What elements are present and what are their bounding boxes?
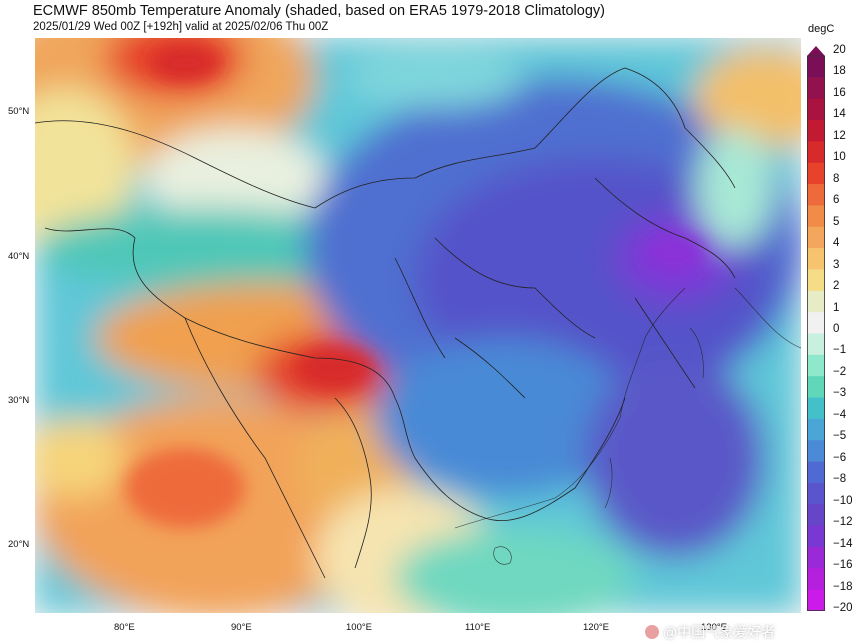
colorbar-tick-label: −16 bbox=[833, 559, 853, 572]
lat-label-50: 50°N bbox=[8, 106, 30, 117]
lon-label-100: 100°E bbox=[346, 622, 372, 633]
coastlines bbox=[454, 287, 801, 565]
colorbar-segment bbox=[807, 290, 825, 313]
colorbar-tick-label: 10 bbox=[833, 151, 846, 164]
colorbar-tick-label: 20 bbox=[833, 44, 846, 56]
anomaly-field bbox=[35, 38, 801, 613]
colorbar-segment bbox=[807, 226, 825, 249]
colorbar-tick-label: −1 bbox=[833, 344, 847, 357]
colorbar-extend-arrow bbox=[807, 46, 825, 56]
colorbar-segment bbox=[807, 461, 825, 484]
colorbar-segment bbox=[807, 77, 825, 100]
chart-subtitle: 2025/01/29 Wed 00Z [+192h] valid at 2025… bbox=[33, 21, 329, 33]
colorbar-segment bbox=[807, 525, 825, 548]
colorbar-segment bbox=[807, 440, 825, 463]
colorbar-segment bbox=[807, 162, 825, 185]
watermark-text: @中国气象爱好者 bbox=[663, 624, 776, 640]
chart-title: ECMWF 850mb Temperature Anomaly (shaded,… bbox=[33, 3, 605, 19]
colorbar-tick-label: 8 bbox=[833, 172, 840, 185]
colorbar-segment bbox=[807, 312, 825, 334]
colorbar-tick-label: 5 bbox=[833, 215, 840, 228]
colorbar-tick-label: −2 bbox=[833, 365, 847, 378]
colorbar-segment bbox=[807, 354, 825, 377]
colorbar-segment bbox=[807, 205, 825, 228]
colorbar-segment bbox=[807, 333, 825, 356]
colorbar-tick-label: 1 bbox=[833, 301, 840, 314]
lon-label-130: 130°E bbox=[701, 622, 727, 633]
colorbar-segment bbox=[807, 418, 825, 441]
colorbar-tick-label: −5 bbox=[833, 430, 847, 443]
colorbar-tick-label: −12 bbox=[833, 516, 853, 529]
lat-label-20: 20°N bbox=[8, 539, 30, 550]
lat-label-30: 30°N bbox=[8, 395, 30, 406]
colorbar-segment bbox=[807, 482, 825, 505]
colorbar-tick-label: 6 bbox=[833, 194, 840, 207]
colorbar-tick-label: −4 bbox=[833, 408, 847, 421]
colorbar-tick-label: 16 bbox=[833, 86, 846, 99]
colorbar-segment bbox=[807, 397, 825, 420]
lon-label-80: 80°E bbox=[114, 622, 135, 633]
colorbar bbox=[807, 46, 825, 611]
colorbar-segment bbox=[807, 589, 825, 611]
colorbar-segment bbox=[807, 504, 825, 527]
colorbar-segment bbox=[807, 98, 825, 121]
lon-label-90: 90°E bbox=[231, 622, 252, 633]
watermark: @中国气象爱好者 bbox=[645, 622, 775, 642]
colorbar-tick-label: 4 bbox=[833, 237, 840, 250]
colorbar-segment bbox=[807, 546, 825, 569]
lon-label-110: 110°E bbox=[465, 622, 491, 633]
colorbar-tick-label: 3 bbox=[833, 258, 840, 271]
colorbar-tick-label: 18 bbox=[833, 65, 846, 78]
colorbar-tick-label: 0 bbox=[833, 323, 840, 335]
colorbar-segment bbox=[807, 248, 825, 270]
colorbar-segment bbox=[807, 141, 825, 164]
country-borders bbox=[35, 67, 736, 579]
colorbar-segment bbox=[807, 269, 825, 292]
colorbar-tick-label: −6 bbox=[833, 451, 847, 464]
weibo-icon bbox=[645, 625, 659, 639]
colorbar-tick-label: 12 bbox=[833, 129, 846, 142]
colorbar-segment bbox=[807, 184, 825, 206]
lat-label-40: 40°N bbox=[8, 251, 30, 262]
colorbar-segment bbox=[807, 376, 825, 399]
lon-label-120: 120°E bbox=[583, 622, 609, 633]
colorbar-tick-label: −10 bbox=[833, 494, 853, 507]
anomaly-map bbox=[35, 38, 801, 613]
colorbar-tick-label: 14 bbox=[833, 108, 846, 121]
colorbar-tick-label: −18 bbox=[833, 580, 853, 593]
colorbar-tick-label: −14 bbox=[833, 537, 853, 550]
colorbar-segment bbox=[807, 120, 825, 142]
colorbar-tick-label: 2 bbox=[833, 280, 840, 293]
colorbar-segment bbox=[807, 568, 825, 591]
colorbar-unit: degC bbox=[808, 23, 835, 35]
colorbar-segment bbox=[807, 56, 825, 78]
colorbar-tick-label: −20 bbox=[833, 602, 853, 614]
colorbar-tick-label: −8 bbox=[833, 473, 847, 486]
colorbar-tick-label: −3 bbox=[833, 387, 847, 400]
